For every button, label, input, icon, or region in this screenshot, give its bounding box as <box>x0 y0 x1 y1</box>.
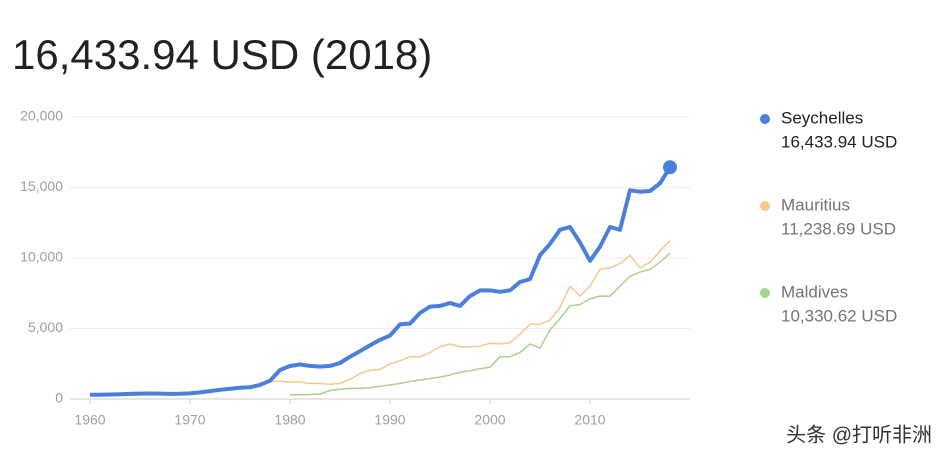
legend-value: 11,238.69 USD <box>781 219 896 238</box>
legend-name: Seychelles <box>781 108 863 127</box>
legend-marker <box>760 288 770 298</box>
series-line <box>90 166 672 397</box>
legend-value: 16,433.94 USD <box>781 132 897 151</box>
legend-value: 10,330.62 USD <box>781 306 897 325</box>
x-tick-label: 2000 <box>474 412 505 428</box>
y-tick-label: 15,000 <box>20 178 63 194</box>
y-tick-label: 0 <box>55 390 63 406</box>
legend-marker <box>760 114 770 124</box>
end-point <box>663 160 677 175</box>
x-tick-label: 1960 <box>74 412 105 428</box>
x-tick-label: 1980 <box>274 412 305 428</box>
x-tick-label: 1970 <box>174 412 205 428</box>
legend-marker <box>760 201 770 211</box>
series-line <box>249 239 671 388</box>
legend-name: Maldives <box>781 282 848 301</box>
series-line <box>290 252 671 396</box>
watermark: 头条 @打听非洲 <box>786 423 932 446</box>
legend-name: Mauritius <box>781 195 850 214</box>
x-tick-label: 2010 <box>574 412 605 428</box>
y-tick-label: 5,000 <box>28 319 63 335</box>
y-tick-label: 20,000 <box>20 108 63 124</box>
y-tick-label: 10,000 <box>20 249 63 265</box>
chart-title: 16,433.94 USD (2018) <box>12 31 432 78</box>
x-tick-label: 1990 <box>374 412 405 428</box>
